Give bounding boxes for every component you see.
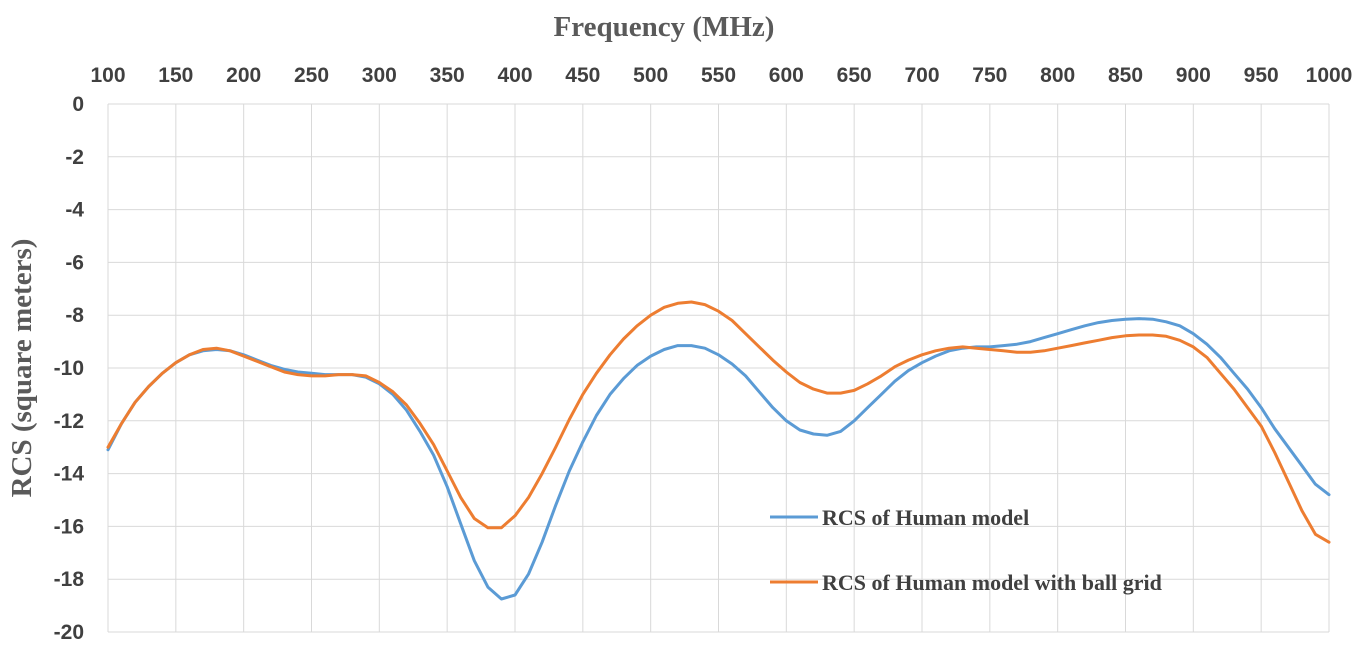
- y-tick-label-10: -20: [54, 621, 84, 644]
- y-tick-labels: 0 -2 -4 -6 -8 -10 -12 -14 -16 -18 -20: [54, 93, 85, 644]
- series-lines: [106, 300, 1331, 601]
- x-tick-label-17: 950: [1244, 64, 1279, 87]
- y-tick-label-7: -14: [54, 463, 85, 486]
- y-tick-label-8: -16: [54, 515, 84, 538]
- x-tick-label-10: 600: [769, 64, 804, 87]
- x-tick-label-4: 300: [362, 64, 397, 87]
- x-tick-label-13: 750: [972, 64, 1007, 87]
- y-tick-label-0: 0: [72, 93, 84, 116]
- x-tick-label-18: 1000: [1306, 64, 1353, 87]
- legend-label-0: RCS of Human model: [822, 505, 1029, 530]
- x-tick-label-1: 150: [158, 64, 193, 87]
- x-axis-title: Frequency (MHz): [554, 11, 775, 43]
- y-tick-label-6: -12: [54, 410, 84, 433]
- gridlines: [107, 103, 1330, 633]
- x-tick-label-9: 550: [701, 64, 736, 87]
- x-tick-label-15: 850: [1108, 64, 1143, 87]
- x-tick-label-7: 450: [565, 64, 600, 87]
- x-tick-label-2: 200: [226, 64, 261, 87]
- y-tick-label-1: -2: [65, 146, 84, 169]
- y-tick-label-2: -4: [65, 199, 84, 222]
- x-tick-label-0: 100: [90, 64, 125, 87]
- x-tick-label-16: 900: [1176, 64, 1211, 87]
- x-tick-label-3: 250: [294, 64, 329, 87]
- y-tick-label-4: -8: [65, 304, 84, 327]
- legend-label-1: RCS of Human model with ball grid: [822, 570, 1162, 595]
- x-tick-label-12: 700: [904, 64, 939, 87]
- y-tick-label-9: -18: [54, 568, 85, 591]
- y-tick-label-3: -6: [65, 251, 84, 274]
- legend: RCS of Human model RCS of Human model wit…: [770, 505, 1162, 595]
- y-tick-label-5: -10: [54, 357, 84, 380]
- series-line-0: [106, 317, 1331, 601]
- x-tick-label-14: 800: [1040, 64, 1075, 87]
- x-tick-label-8: 500: [633, 64, 668, 87]
- series-line-1: [106, 300, 1331, 544]
- x-tick-labels: 100 150 200 250 300 350 400 450 500 550 600 650 700 7…: [90, 64, 1352, 87]
- y-axis-title: RCS (square meters): [6, 239, 38, 498]
- x-tick-label-5: 350: [430, 64, 465, 87]
- x-tick-label-6: 400: [497, 64, 532, 87]
- x-tick-label-11: 650: [837, 64, 872, 87]
